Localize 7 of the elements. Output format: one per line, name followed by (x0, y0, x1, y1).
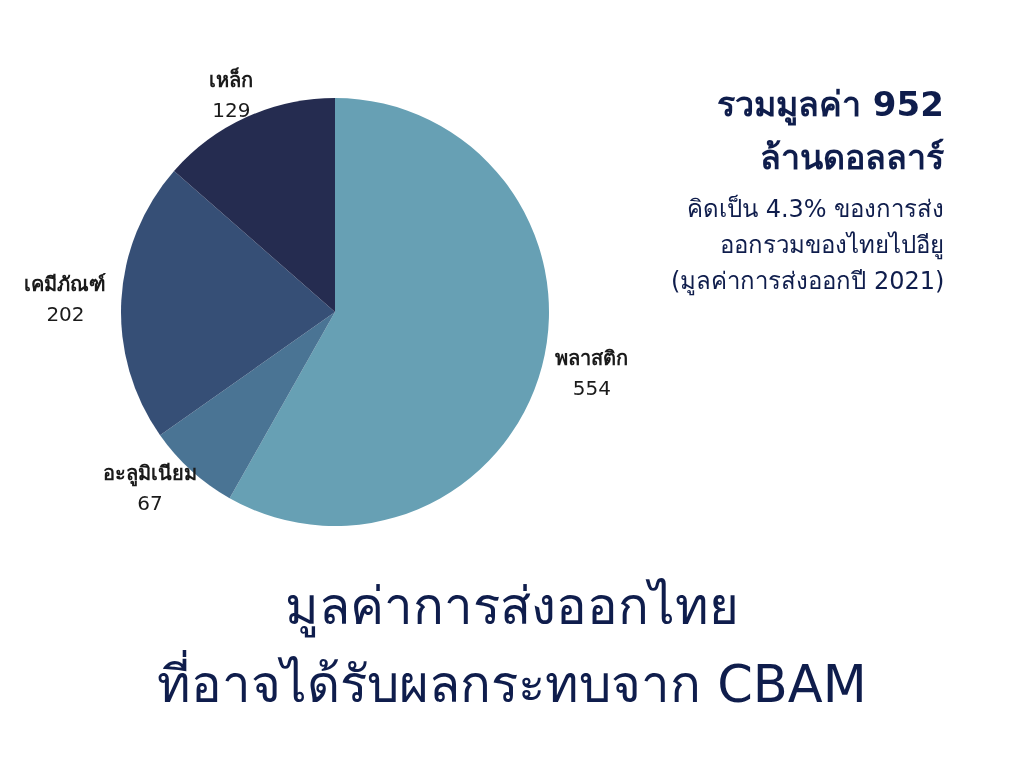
annotation: คิดเป็น 4.3% ของการส่ง (687, 193, 945, 225)
title: ที่อาจได้รับผลกระทบจาก CBAM (157, 646, 867, 724)
annotation: ล้านดอลลาร์ (760, 135, 944, 179)
annotation: (มูลค่าการส่งออกปี 2021) (671, 266, 945, 298)
annotation: ออกรวมของไทยไปอียู (720, 230, 944, 262)
annotation: รวมมูลค่า 952 (717, 82, 944, 128)
title: มูลค่าการส่งออกไทย (285, 576, 739, 640)
